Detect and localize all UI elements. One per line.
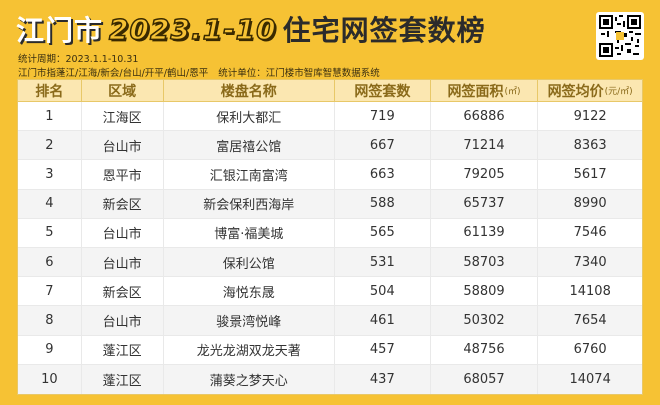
period-line: 统计周期：2023.1.1-10.31 [18,51,138,65]
cell-rank: 10 [18,364,82,394]
table-row: 7 新会区 海悦东晟 504 58809 14108 [18,277,642,307]
cell-price: 8363 [573,137,607,153]
table-row: 6 台山市 保利公馆 531 58703 7340 [18,247,642,278]
cell-units: 531 [335,247,431,277]
cell-project: 海悦东晟 [164,277,335,306]
cell-rank: 8 [18,306,82,335]
cell-district: 新会区 [82,189,164,218]
cell-rank: 9 [18,335,82,364]
cell-rank: 4 [18,189,82,218]
cell-area: 65737 [431,189,539,218]
cell-price: 9122 [573,108,607,124]
cell-price: 5617 [573,166,607,182]
table-row: 10 蓬江区 蒲葵之梦天心 437 68057 14074 [18,364,642,394]
cell-district: 江海区 [82,102,164,131]
cell-rank: 5 [18,218,82,247]
cell-units: 719 [335,102,431,131]
title-year: 2023.1-10 [108,12,277,47]
cell-price: 14108 [569,283,611,299]
unit-value: 江门楼市智库智慧数据系统 [265,68,380,79]
cell-district: 蓬江区 [82,335,164,364]
header-area: 网签面积 (㎡) [431,80,539,101]
cell-price: 7654 [573,312,607,328]
ranking-table: 排名 区域 楼盘名称 网签套数 网签面积 (㎡) 网签均价 (元/㎡) 1 江海区 保利… [17,79,643,395]
scope-text: 江门市指蓬江/江海/新会/台山/开平/鹤山/恩平 [18,68,209,79]
cell-units: 588 [335,189,431,218]
unit-label: 统计单位： [218,68,266,79]
cell-price: 6760 [573,342,607,358]
cell-price: 7546 [573,225,607,241]
cell-units: 461 [335,306,431,335]
header-units: 网签套数 [335,80,431,101]
table-row: 8 台山市 骏景湾悦峰 461 50302 7654 [18,306,642,336]
cell-units: 565 [335,218,431,247]
cell-rank: 3 [18,160,82,189]
page-title: 江门市 2023.1-10 住宅网签套数榜 [16,10,486,48]
header-price-unit: (元/㎡) [604,87,633,97]
cell-rank: 2 [18,131,82,160]
cell-area: 58703 [431,247,539,277]
cell-project: 蒲葵之梦天心 [164,364,335,394]
table-row: 3 恩平市 汇银江南富湾 663 79205 5617 [18,160,642,190]
cell-units: 457 [335,335,431,364]
cell-project: 保利大都汇 [164,102,335,131]
cell-units: 667 [335,131,431,160]
cell-area: 58809 [431,277,539,306]
cell-rank: 7 [18,277,82,306]
cell-units: 663 [335,160,431,189]
cell-units: 437 [335,364,431,394]
table-row: 5 台山市 博富·福美城 565 61139 7546 [18,218,642,248]
cell-area: 50302 [431,306,539,335]
cell-project: 龙光龙湖双龙天著 [164,335,335,364]
cell-district: 台山市 [82,131,164,160]
period-value: 2023.1.1-10.31 [65,54,139,65]
cell-district: 台山市 [82,247,164,277]
table-row: 1 江海区 保利大都汇 719 66886 9122 [18,102,642,132]
table-row: 9 蓬江区 龙光龙湖双龙天著 457 48756 6760 [18,335,642,365]
cell-project: 汇银江南富湾 [164,160,335,189]
cell-area: 61139 [431,218,539,247]
cell-district: 新会区 [82,277,164,306]
cell-area: 71214 [431,131,539,160]
cell-area: 48756 [431,335,539,364]
cell-project: 新会保利西海岸 [164,189,335,218]
cell-district: 蓬江区 [82,364,164,394]
header-rank: 排名 [18,80,82,101]
scope-line: 江门市指蓬江/江海/新会/台山/开平/鹤山/恩平 统计单位：江门楼市智库智慧数据系… [18,65,380,79]
cell-rank: 1 [18,102,82,131]
cell-district: 恩平市 [82,160,164,189]
cell-price: 14074 [569,371,611,387]
period-label: 统计周期： [18,54,66,65]
title-city: 江门市 [16,14,104,47]
cell-area: 68057 [431,364,539,394]
table-header: 排名 区域 楼盘名称 网签套数 网签面积 (㎡) 网签均价 (元/㎡) [17,79,643,102]
cell-project: 骏景湾悦峰 [164,306,335,335]
cell-project: 博富·福美城 [164,218,335,247]
header-area-label: 网签面积 [447,83,504,100]
header-price-label: 网签均价 [547,83,604,100]
cell-project: 保利公馆 [164,247,335,277]
cell-district: 台山市 [82,218,164,247]
qr-code-icon [596,12,644,60]
header-project: 楼盘名称 [164,80,335,101]
cell-area: 79205 [431,160,539,189]
table-row: 2 台山市 富居禧公馆 667 71214 8363 [18,131,642,161]
cell-units: 504 [335,277,431,306]
cell-price: 7340 [573,254,607,270]
cell-price: 8990 [573,196,607,212]
cell-project: 富居禧公馆 [164,131,335,160]
cell-area: 66886 [431,102,539,131]
cell-district: 台山市 [82,306,164,335]
title-main: 住宅网签套数榜 [282,14,486,47]
header-district: 区域 [82,80,164,101]
header-price: 网签均价 (元/㎡) [538,80,642,101]
table-row: 4 新会区 新会保利西海岸 588 65737 8990 [18,189,642,219]
header-area-unit: (㎡) [504,87,521,97]
table-body: 1 江海区 保利大都汇 719 66886 9122 2 台山市 富居禧公馆 667 71214 83… [17,102,643,395]
cell-rank: 6 [18,247,82,277]
